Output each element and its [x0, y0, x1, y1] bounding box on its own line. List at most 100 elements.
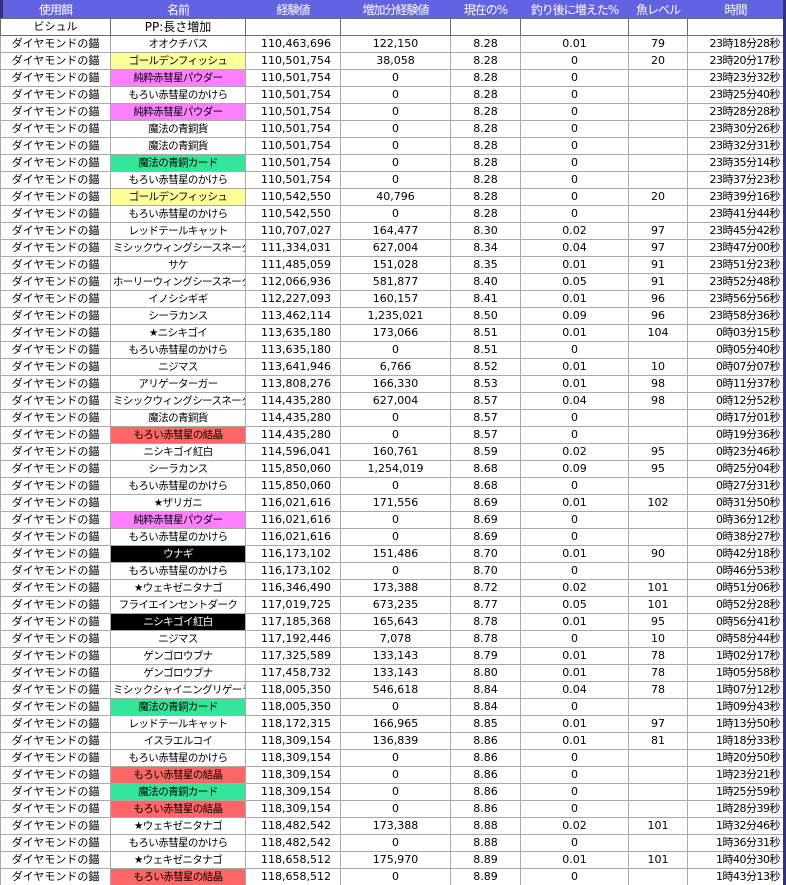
cell-bait[interactable]: ダイヤモンドの錨 [0, 205, 111, 223]
cell-time[interactable]: 0時17分01秒 [687, 409, 784, 427]
cell-pct-gain[interactable]: 0.04 [520, 239, 629, 257]
cell-fish-level[interactable]: 91 [628, 256, 688, 274]
cell-exp-gain[interactable]: 38,058 [340, 52, 451, 70]
cell-name[interactable]: もろい赤彗星の結晶 [110, 426, 246, 444]
cell-fish-level[interactable]: 96 [628, 307, 688, 325]
cell-fish-level[interactable]: 79 [628, 35, 688, 53]
cell-fish-level[interactable]: 78 [628, 664, 688, 682]
cell-time[interactable]: 23時51分23秒 [687, 256, 784, 274]
cell-bait[interactable]: ダイヤモンドの錨 [0, 732, 111, 750]
cell-current-pct[interactable]: 8.69 [450, 528, 521, 546]
cell-exp-gain[interactable]: 173,388 [340, 817, 451, 835]
cell-current-pct[interactable]: 8.84 [450, 681, 521, 699]
cell-bait[interactable]: ダイヤモンドの錨 [0, 188, 111, 206]
cell-exp-gain[interactable]: 122,150 [340, 35, 451, 53]
cell-exp[interactable]: 116,021,616 [245, 494, 341, 512]
cell-bait[interactable]: ダイヤモンドの錨 [0, 783, 111, 801]
cell-pct-gain[interactable]: 0 [520, 341, 629, 359]
cell-exp[interactable]: 118,658,512 [245, 868, 341, 885]
cell-exp[interactable]: 118,309,154 [245, 732, 341, 750]
cell-exp-gain[interactable]: 0 [340, 171, 451, 189]
cell-bait[interactable]: ダイヤモンドの錨 [0, 154, 111, 172]
cell-exp[interactable]: 110,501,754 [245, 120, 341, 138]
cell-bait[interactable]: ダイヤモンドの錨 [0, 52, 111, 70]
header-bait[interactable]: 使用餌 [0, 0, 111, 19]
cell-bait[interactable]: ダイヤモンドの錨 [0, 851, 111, 869]
cell-bait[interactable]: ダイヤモンドの錨 [0, 358, 111, 376]
cell-pct-gain[interactable]: 0.01 [520, 358, 629, 376]
cell-fish-level[interactable]: 101 [628, 851, 688, 869]
cell-name[interactable]: ★ウェキゼニタナゴ [110, 579, 246, 597]
cell-exp[interactable]: 118,482,542 [245, 817, 341, 835]
cell-name[interactable]: ニジマス [110, 358, 246, 376]
cell-name[interactable]: ニシキゴイ紅白 [110, 443, 246, 461]
cell-bait[interactable]: ダイヤモンドの錨 [0, 443, 111, 461]
cell-exp-gain[interactable]: 0 [340, 69, 451, 87]
cell-pct-gain[interactable]: 0.01 [520, 545, 629, 563]
cell-name[interactable]: もろい赤彗星のかけら [110, 205, 246, 223]
cell-current-pct[interactable]: 8.79 [450, 647, 521, 665]
cell-pct-gain[interactable]: 0 [520, 766, 629, 784]
cell-name[interactable]: アリゲーターガー [110, 375, 246, 393]
cell-current-pct[interactable]: 8.86 [450, 766, 521, 784]
cell-pct-gain[interactable]: 0 [520, 783, 629, 801]
cell-fish-level[interactable] [628, 766, 688, 784]
cell-bait[interactable]: ダイヤモンドの錨 [0, 528, 111, 546]
cell-current-pct[interactable]: 8.85 [450, 715, 521, 733]
cell-exp-gain[interactable]: 0 [340, 783, 451, 801]
cell-current-pct[interactable]: 8.28 [450, 205, 521, 223]
cell-current-pct[interactable]: 8.28 [450, 86, 521, 104]
cell-name[interactable]: もろい赤彗星の結晶 [110, 868, 246, 885]
cell-fish-level[interactable] [628, 69, 688, 87]
cell-pct-gain[interactable]: 0 [520, 528, 629, 546]
cell-name[interactable]: 魔法の青銅カード [110, 154, 246, 172]
cell-bait[interactable]: ビシュル [0, 18, 111, 36]
cell-fish-level[interactable]: 97 [628, 239, 688, 257]
cell-exp-gain[interactable]: 1,235,021 [340, 307, 451, 325]
cell-time[interactable]: 0時56分41秒 [687, 613, 784, 631]
cell-name[interactable]: 魔法の青銅貨 [110, 137, 246, 155]
cell-time[interactable]: 1時05分58秒 [687, 664, 784, 682]
cell-current-pct[interactable]: 8.86 [450, 749, 521, 767]
cell-bait[interactable]: ダイヤモンドの錨 [0, 681, 111, 699]
cell-name[interactable]: イスラエルコイ [110, 732, 246, 750]
cell-current-pct[interactable]: 8.88 [450, 834, 521, 852]
cell-time[interactable]: 23時18分28秒 [687, 35, 784, 53]
cell-current-pct[interactable]: 8.28 [450, 137, 521, 155]
cell-pct-gain[interactable]: 0.02 [520, 579, 629, 597]
cell-current-pct[interactable]: 8.84 [450, 698, 521, 716]
cell-bait[interactable]: ダイヤモンドの錨 [0, 630, 111, 648]
cell-time[interactable]: 23時23分32秒 [687, 69, 784, 87]
cell-fish-level[interactable] [628, 341, 688, 359]
cell-bait[interactable]: ダイヤモンドの錨 [0, 834, 111, 852]
cell-name[interactable]: 魔法の青銅貨 [110, 120, 246, 138]
cell-time[interactable]: 23時20分17秒 [687, 52, 784, 70]
cell-name[interactable]: シーラカンス [110, 460, 246, 478]
cell-pct-gain[interactable]: 0 [520, 562, 629, 580]
cell-fish-level[interactable] [628, 409, 688, 427]
cell-bait[interactable]: ダイヤモンドの錨 [0, 171, 111, 189]
cell-time[interactable]: 23時37分23秒 [687, 171, 784, 189]
cell-name[interactable]: 純粋赤彗星パウダー [110, 69, 246, 87]
cell-fish-level[interactable] [628, 137, 688, 155]
cell-name[interactable]: ★ウェキゼニタナゴ [110, 851, 246, 869]
cell-pct-gain[interactable]: 0 [520, 698, 629, 716]
cell-name[interactable]: もろい赤彗星のかけら [110, 834, 246, 852]
cell-bait[interactable]: ダイヤモンドの錨 [0, 35, 111, 53]
cell-pct-gain[interactable]: 0.05 [520, 273, 629, 291]
cell-pct-gain[interactable]: 0.09 [520, 460, 629, 478]
cell-time[interactable]: 23時47分00秒 [687, 239, 784, 257]
cell-exp-gain[interactable]: 0 [340, 868, 451, 885]
cell-name[interactable]: ミシックウィングシースネーク [110, 392, 246, 410]
cell-exp[interactable]: 112,066,936 [245, 273, 341, 291]
cell-exp-gain[interactable]: 175,970 [340, 851, 451, 869]
cell-exp[interactable]: 117,019,725 [245, 596, 341, 614]
cell-exp[interactable]: 116,173,102 [245, 562, 341, 580]
cell-exp-gain[interactable] [340, 18, 451, 36]
cell-exp-gain[interactable]: 165,643 [340, 613, 451, 631]
cell-exp[interactable]: 110,501,754 [245, 171, 341, 189]
cell-exp[interactable]: 116,021,616 [245, 528, 341, 546]
cell-exp[interactable]: 116,173,102 [245, 545, 341, 563]
cell-name[interactable]: 純粋赤彗星パウダー [110, 511, 246, 529]
cell-exp-gain[interactable]: 0 [340, 749, 451, 767]
